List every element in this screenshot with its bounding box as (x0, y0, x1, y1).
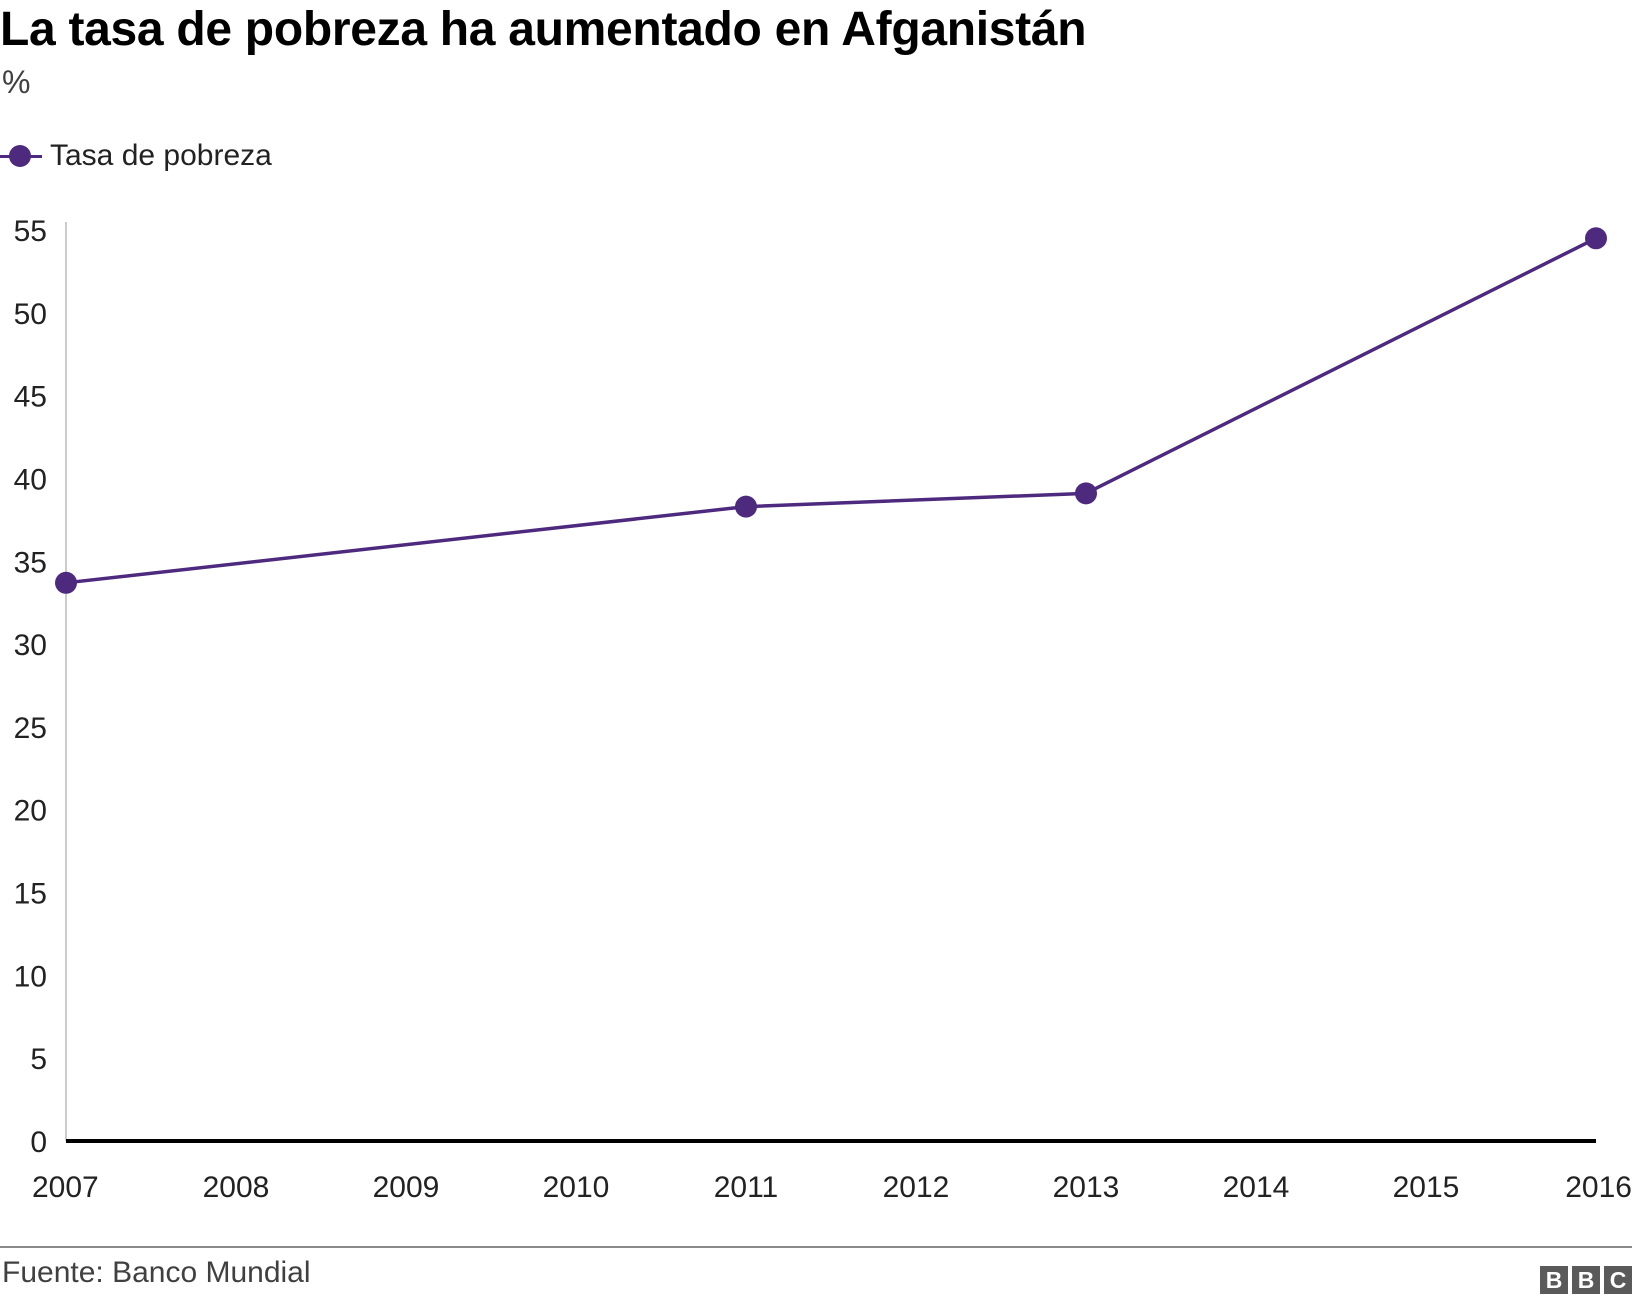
y-tick-label: 5 (30, 1043, 47, 1076)
x-tick-label: 2014 (1223, 1171, 1290, 1204)
bbc-logo-letter: C (1604, 1266, 1632, 1294)
chart-legend: Tasa de pobreza (0, 136, 272, 176)
y-tick-label: 40 (14, 463, 47, 496)
x-tick-label: 2007 (32, 1171, 99, 1204)
x-tick-label: 2013 (1053, 1171, 1120, 1204)
data-point-2013 (1075, 482, 1097, 505)
data-point-2016 (1585, 227, 1607, 250)
line-chart: 0 5 10 15 20 25 30 35 40 45 50 55 2007 2008 2009 2010 20… (14, 215, 1632, 1204)
y-tick-label: 15 (14, 878, 47, 911)
y-tick-label: 10 (14, 960, 47, 993)
chart-title: La tasa de pobreza ha aumentado en Afgan… (0, 3, 1087, 56)
y-tick-label: 25 (14, 712, 47, 745)
data-point-2007 (55, 571, 77, 594)
x-tick-label: 2015 (1393, 1171, 1460, 1204)
x-tick-label: 2011 (714, 1171, 779, 1204)
y-tick-label: 55 (14, 215, 47, 248)
x-tick-label: 2016 (1565, 1171, 1632, 1204)
x-tick-label: 2010 (543, 1171, 610, 1204)
legend-marker-icon (0, 136, 42, 176)
y-tick-label: 50 (14, 298, 47, 331)
legend-label-tasa-de-pobreza: Tasa de pobreza (50, 139, 272, 172)
source-note: Fuente: Banco Mundial (2, 1256, 311, 1289)
bbc-logo: B B C (1540, 1266, 1632, 1294)
y-tick-label: 30 (14, 629, 47, 662)
y-tick-label: 0 (30, 1126, 47, 1159)
bbc-logo-letter: B (1540, 1266, 1568, 1294)
y-tick-label: 20 (14, 795, 47, 828)
chart-subtitle-unit: % (2, 64, 31, 100)
footer-divider (0, 1246, 1632, 1248)
x-tick-label: 2009 (373, 1171, 440, 1204)
data-point-2011 (735, 495, 757, 518)
series-line-tasa-de-pobreza (65, 236, 1597, 585)
x-tick-label: 2012 (883, 1171, 950, 1204)
x-tick-label: 2008 (203, 1171, 270, 1204)
y-tick-label: 35 (14, 546, 47, 579)
y-tick-label: 45 (14, 381, 47, 414)
bbc-logo-letter: B (1572, 1266, 1600, 1294)
